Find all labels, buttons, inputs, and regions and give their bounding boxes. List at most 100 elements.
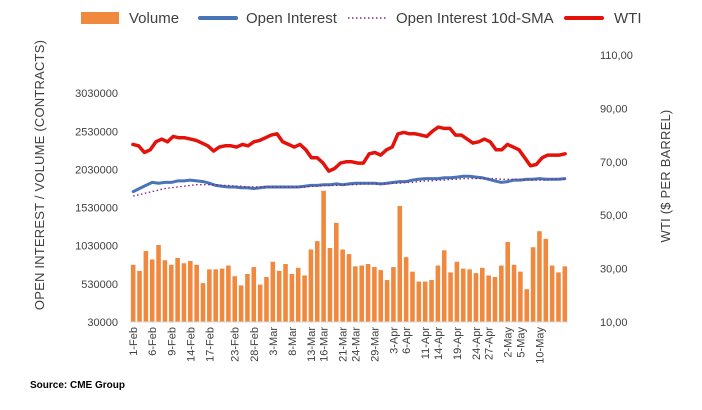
left-tick-label: 1530000 xyxy=(75,203,118,215)
volume-bar xyxy=(251,267,257,322)
left-tick-label: 530000 xyxy=(81,279,118,291)
legend-item-wti[interactable]: WTI xyxy=(564,10,642,27)
volume-bar xyxy=(346,254,352,322)
x-tick-label: 29-Mar xyxy=(369,327,381,362)
left-tick-label: 2530000 xyxy=(75,126,118,138)
volume-bar xyxy=(441,250,447,322)
x-tick-label: 1-Feb xyxy=(128,327,140,356)
x-tick-label: 16-Mar xyxy=(319,327,331,362)
volume-bar xyxy=(168,264,174,322)
right-tick-label: 10,00 xyxy=(600,317,628,329)
volume-bar xyxy=(276,270,282,322)
volume-bar xyxy=(511,264,517,322)
x-tick-label: 24-Apr xyxy=(471,327,483,360)
volume-bar xyxy=(188,260,193,322)
volume-bar xyxy=(289,273,295,322)
volume-bar xyxy=(473,273,479,322)
volume-bar xyxy=(372,267,377,322)
x-tick-label: 6-Feb xyxy=(147,327,159,356)
x-tick-label: 8-Mar xyxy=(287,327,299,356)
volume-bar xyxy=(410,271,415,322)
legend-item-volume[interactable]: Volume xyxy=(81,10,179,27)
x-tick-label: 10-May xyxy=(534,327,546,364)
volume-bars xyxy=(130,190,568,322)
volume-bar xyxy=(181,263,187,322)
volume-bar xyxy=(200,283,206,322)
volume-bar xyxy=(264,276,269,322)
left-tick-label: 3030000 xyxy=(75,88,118,100)
volume-bar xyxy=(403,257,409,322)
volume-bar xyxy=(505,241,510,322)
volume-bar xyxy=(175,257,180,322)
volume-bar xyxy=(460,268,466,322)
x-tick-label: 19-Apr xyxy=(452,327,464,360)
volume-bar xyxy=(391,267,396,322)
volume-bar xyxy=(378,270,384,322)
volume-bar xyxy=(537,231,542,322)
volume-bar xyxy=(219,268,225,322)
x-tick-label: 2-May xyxy=(503,327,515,358)
x-tick-label: 3-Mar xyxy=(268,327,280,356)
volume-bar xyxy=(556,272,561,322)
volume-bar xyxy=(543,238,549,322)
volume-bar xyxy=(194,264,199,322)
volume-bar xyxy=(480,267,485,322)
x-tick-label: 24-Mar xyxy=(350,327,362,362)
legend-label-open-interest: Open Interest xyxy=(246,10,338,27)
volume-bar xyxy=(270,261,276,322)
legend-label-wti: WTI xyxy=(614,10,642,27)
volume-bar xyxy=(467,269,472,322)
x-tick-label: 23-Feb xyxy=(230,327,242,362)
x-tick-label: 3-Apr xyxy=(388,327,400,354)
volume-bar xyxy=(397,206,403,322)
volume-bar xyxy=(365,264,371,322)
volume-bar xyxy=(321,190,326,322)
volume-bar xyxy=(486,275,491,322)
legend-label-open-interest-sma: Open Interest 10d-SMA xyxy=(396,10,554,27)
x-tick-label: 17-Feb xyxy=(204,327,216,362)
volume-bar xyxy=(156,244,161,322)
volume-bar xyxy=(499,265,504,322)
volume-bar xyxy=(308,249,314,322)
right-tick-label: 110,00 xyxy=(600,50,633,62)
x-tick-label: 21-Mar xyxy=(338,327,350,362)
legend-item-open-interest[interactable]: Open Interest xyxy=(198,10,338,27)
x-tick-label: 11-Apr xyxy=(420,327,432,360)
volume-bar xyxy=(238,285,244,322)
volume-bar xyxy=(353,266,358,322)
x-tick-label: 27-Apr xyxy=(484,327,496,360)
volume-bar xyxy=(384,280,390,322)
volume-bar xyxy=(416,281,422,322)
volume-bar xyxy=(314,241,320,322)
volume-bar xyxy=(283,264,288,322)
volume-bar xyxy=(422,281,428,322)
right-tick-label: 30,00 xyxy=(600,264,628,276)
left-tick-label: 30000 xyxy=(87,317,118,329)
right-axis-title: WTI ($ PER BARREL) xyxy=(658,110,673,243)
volume-bar xyxy=(340,249,345,322)
left-axis-ticks: 30000 530000 1030000 1530000 2030000 2530000 3… xyxy=(75,88,118,329)
x-tick-label: 28-Feb xyxy=(249,327,261,362)
right-tick-label: 90,00 xyxy=(600,103,628,115)
volume-bar xyxy=(162,260,168,322)
volume-bar xyxy=(562,266,568,322)
volume-bar xyxy=(429,280,434,322)
volume-bar xyxy=(143,251,149,322)
volume-bar xyxy=(232,276,238,322)
x-tick-label: 9-Feb xyxy=(166,327,178,356)
legend-item-open-interest-sma[interactable]: Open Interest 10d-SMA xyxy=(348,10,554,27)
x-tick-label: 13-Mar xyxy=(306,327,318,362)
line-series xyxy=(131,125,567,197)
volume-bar xyxy=(149,259,155,322)
right-axis-ticks: 10,00 30,00 50,00 70,00 90,00 110,00 xyxy=(600,50,633,329)
right-tick-label: 70,00 xyxy=(600,157,628,169)
volume-bar xyxy=(245,273,250,322)
volume-bar xyxy=(130,264,136,322)
left-tick-label: 1030000 xyxy=(75,241,118,253)
left-axis-title: OPEN INTEREST / VOLUME (CONTRACTS) xyxy=(32,40,47,310)
volume-bar xyxy=(524,289,530,322)
volume-bar xyxy=(359,265,364,322)
volume-bar xyxy=(334,222,339,322)
volume-bar xyxy=(549,265,555,322)
source-note: Source: CME Group xyxy=(30,380,125,391)
